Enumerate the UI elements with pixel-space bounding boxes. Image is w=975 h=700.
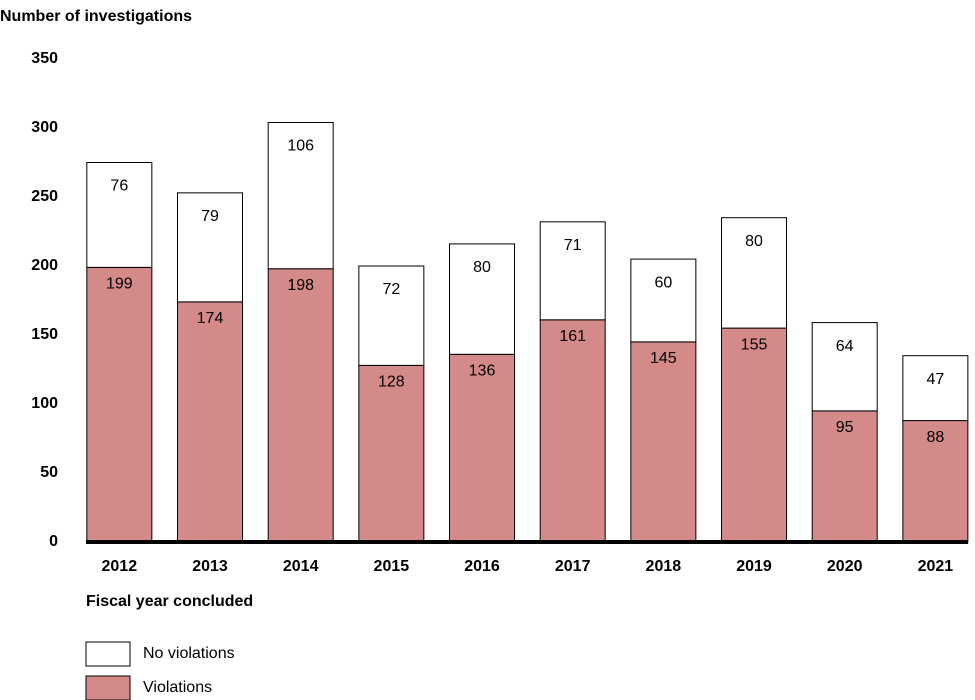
data-label: 145 — [650, 350, 677, 367]
bar-segment — [630, 341, 697, 543]
bar-segment — [539, 221, 606, 321]
y-tick-label: 50 — [40, 464, 58, 481]
data-label: 198 — [287, 277, 314, 294]
y-tick-label: 250 — [31, 188, 58, 205]
bar-segment — [177, 301, 244, 543]
x-tick-label: 2018 — [646, 558, 682, 575]
data-label: 161 — [559, 328, 586, 345]
bar-segment — [630, 258, 697, 343]
data-label: 76 — [110, 178, 128, 195]
data-label: 136 — [469, 363, 496, 380]
data-label: 155 — [741, 336, 768, 353]
data-label: 71 — [564, 237, 582, 254]
bar-segment — [811, 322, 878, 412]
x-tick-label: 2016 — [464, 558, 500, 575]
x-tick-label: 2019 — [736, 558, 772, 575]
y-tick-label: 0 — [49, 533, 58, 550]
bar-segment — [902, 355, 969, 422]
data-label: 106 — [287, 138, 314, 155]
data-label: 79 — [201, 208, 219, 225]
x-tick-label: 2017 — [555, 558, 591, 575]
data-label: 174 — [197, 310, 224, 327]
y-tick-label: 150 — [31, 326, 58, 343]
bar-segment — [539, 319, 606, 543]
bar-segment — [358, 364, 425, 543]
bar-segment — [449, 243, 516, 355]
x-tick-label: 2013 — [192, 558, 228, 575]
x-tick-label: 2021 — [918, 558, 954, 575]
data-label: 47 — [926, 371, 944, 388]
bar-segment — [721, 327, 788, 543]
y-tick-label: 350 — [31, 50, 58, 67]
bar-segment — [86, 162, 153, 268]
data-label: 80 — [473, 259, 491, 276]
data-label: 199 — [106, 276, 133, 293]
data-label: 95 — [836, 419, 854, 436]
x-tick-label: 2012 — [102, 558, 138, 575]
x-tick-label: 2015 — [374, 558, 410, 575]
bar-segment — [811, 410, 878, 543]
x-tick-label: 2014 — [283, 558, 319, 575]
data-label: 128 — [378, 374, 405, 391]
legend-label: No violations — [143, 645, 235, 662]
y-tick-label: 300 — [31, 119, 58, 136]
legend-label: Violations — [143, 679, 212, 696]
bar-segment — [177, 192, 244, 303]
x-tick-label: 2020 — [827, 558, 863, 575]
y-tick-label: 200 — [31, 257, 58, 274]
data-label: 60 — [654, 274, 672, 291]
bar-segment — [86, 266, 153, 543]
bar-segment — [267, 121, 334, 270]
bar-segment — [721, 217, 788, 329]
legend-swatch — [85, 641, 131, 667]
data-label: 72 — [382, 281, 400, 298]
data-label: 80 — [745, 233, 763, 250]
legend-swatch — [85, 675, 131, 700]
bar-segment — [358, 265, 425, 366]
bar-segment — [449, 353, 516, 543]
data-label: 64 — [836, 338, 854, 355]
x-axis-title: Fiscal year concluded — [86, 593, 253, 610]
data-label: 88 — [926, 429, 944, 446]
bar-segment — [267, 268, 334, 543]
y-tick-label: 100 — [31, 395, 58, 412]
y-axis-title: Number of investigations — [0, 8, 192, 25]
